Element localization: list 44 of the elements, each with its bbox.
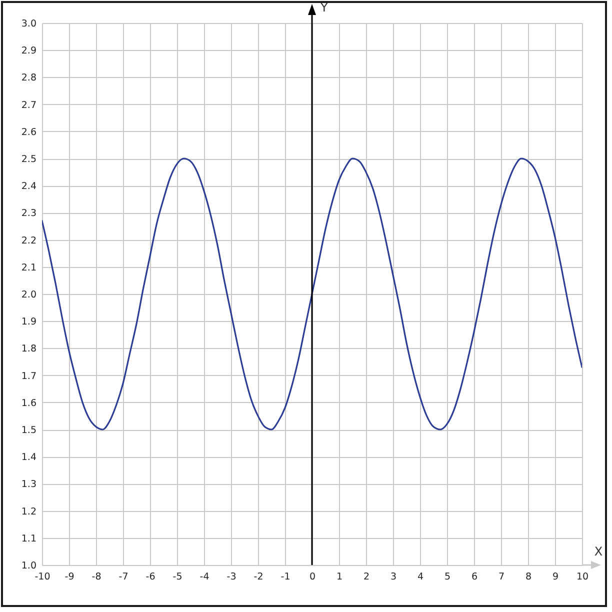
y-tick-label: 1.8 [21,344,36,355]
x-tick-label: 0 [309,572,316,582]
y-tick-label: 1.9 [21,316,36,328]
x-tick-label: -3 [226,572,236,582]
x-tick-label: -6 [146,572,156,582]
x-axis-title: X [594,544,603,558]
x-tick-label: -7 [118,572,128,582]
x-tick-label: 2 [363,572,370,582]
y-tick-label: 1.5 [21,425,36,436]
y-tick-label: 2.3 [21,208,36,220]
x-tick-label: 4 [417,572,424,582]
x-tick-label: 1 [336,572,343,582]
x-tick-label: -2 [254,572,264,582]
x-tick-label: -5 [172,572,182,582]
y-tick-label: 1.7 [21,370,36,382]
x-tick-label: -1 [280,572,290,582]
y-tick-label: 1.4 [21,452,36,464]
x-tick-label: 5 [444,572,451,582]
y-tick-label: 3.0 [21,18,36,30]
y-tick-label: 1.0 [21,560,36,572]
y-tick-label: 2.4 [21,181,36,192]
y-axis-title: Y [320,0,328,14]
y-tick-label: 1.1 [21,533,36,544]
y-tick-label: 1.3 [21,479,36,490]
x-tick-label: 7 [498,572,505,582]
x-tick-label: 10 [576,572,589,582]
y-tick-label: 2.2 [21,235,36,246]
y-tick-label: 2.5 [21,154,36,165]
x-tick-label: -4 [200,572,210,582]
x-tick-label: 6 [471,572,478,582]
y-tick-label: 2.6 [21,126,36,138]
y-tick-label: 2.0 [21,290,36,300]
x-tick-label: 9 [552,572,559,582]
x-tick-label: -9 [64,572,74,582]
x-tick-label: 3 [390,572,397,582]
y-tick-label: 1.2 [21,506,36,518]
x-tick-label: 8 [525,572,532,582]
y-tick-label: 2.7 [21,100,36,111]
y-tick-label: 2.9 [21,46,36,57]
y-tick-label: 2.1 [21,262,36,274]
y-tick-label: 1.6 [21,398,36,409]
y-tick-label: 2.8 [21,72,36,84]
x-tick-label: -10 [34,572,50,582]
x-tick-label: -8 [92,572,102,582]
